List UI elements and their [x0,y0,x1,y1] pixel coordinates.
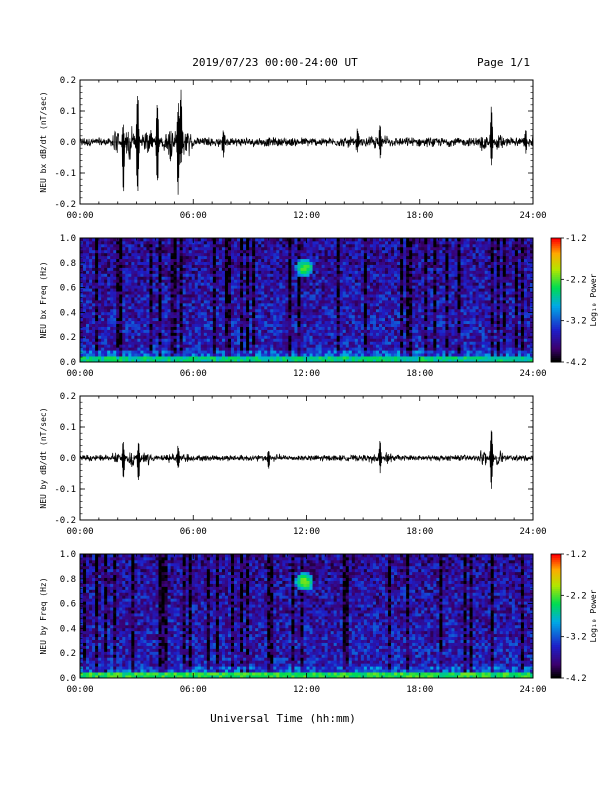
y-tick-label: 0.0 [60,674,76,684]
y-tick-label: 1.0 [60,550,76,560]
x-tick-label: 00:00 [66,211,93,221]
y-tick-label: 0.2 [60,333,76,343]
y-tick-label: 0.0 [60,138,76,148]
colorbar-tick-label: -2.2 [565,275,587,285]
y-tick-label: 0.6 [60,600,76,610]
y-tick-label: 0.4 [60,308,76,318]
y-tick-label: -0.1 [54,485,76,495]
x-tick-label: 06:00 [180,369,207,379]
bx-spectrogram-panel: -1.2 -2.2 -3.2 -4.2 Log₁₀ Power 00:00 06:00 12:… [39,234,598,379]
x-tick-label: 18:00 [406,685,433,695]
x-tick-label: 06:00 [180,211,207,221]
colorbar-tick-label: -3.2 [565,317,587,327]
colorbar-tick-label: -1.2 [565,234,587,244]
x-tick-label: 24:00 [519,527,546,537]
colorbar: -1.2 -2.2 -3.2 -4.2 Log₁₀ Power [550,550,598,684]
colorbar-tick-label: -2.2 [565,591,587,601]
bx-dbdt-panel: 00:00 06:00 12:00 18:00 24:00 -0.2 -0.1 0.0 0.1 0… [39,76,547,221]
y-axis-label: NEU by Freq (Hz) [39,577,48,654]
y-tick-label: 0.1 [60,423,76,433]
y-tick-label: 1.0 [60,234,76,244]
colorbar-label: Log₁₀ Power [589,273,598,326]
colorbar-tick-label: -4.2 [565,674,587,684]
x-tick-label: 00:00 [66,527,93,537]
x-tick-label: 18:00 [406,527,433,537]
x-tick-label: 12:00 [293,211,320,221]
colorbar-tick-label: -3.2 [565,633,587,643]
series-line [79,430,534,489]
series-line [79,89,534,195]
y-tick-label: 0.8 [60,575,76,585]
y-tick-label: 0.4 [60,624,76,634]
y-tick-label: 0.6 [60,284,76,294]
y-tick-label: 0.2 [60,392,76,402]
x-tick-label: 18:00 [406,211,433,221]
y-tick-label: -0.2 [54,516,76,526]
x-tick-label: 12:00 [293,369,320,379]
y-tick-label: 0.1 [60,107,76,117]
x-tick-label: 12:00 [293,527,320,537]
y-tick-label: 0.0 [60,358,76,368]
x-tick-label: 06:00 [180,685,207,695]
y-tick-label: 0.2 [60,649,76,659]
x-tick-label: 24:00 [519,685,546,695]
x-tick-label: 12:00 [293,685,320,695]
y-tick-label: -0.2 [54,200,76,210]
colorbar-label: Log₁₀ Power [589,589,598,642]
x-tick-label: 00:00 [66,369,93,379]
by-spectrogram-panel: -1.2 -2.2 -3.2 -4.2 Log₁₀ Power 00:00 06:00 12:… [39,550,598,695]
figure-title: 2019/07/23 00:00-24:00 UT [192,56,358,69]
x-tick-label: 24:00 [519,369,546,379]
x-tick-label: 18:00 [406,369,433,379]
y-axis-label: NEU by dB/dt (nT/sec) [39,407,48,508]
y-tick-label: 0.0 [60,454,76,464]
y-tick-label: -0.1 [54,169,76,179]
colorbar-tick-label: -4.2 [565,358,587,368]
by-dbdt-panel: 00:00 06:00 12:00 18:00 24:00 -0.2 -0.1 0.0 0.1 0… [39,392,547,537]
x-tick-label: 06:00 [180,527,207,537]
colorbar-tick-label: -1.2 [565,550,587,560]
colorbar: -1.2 -2.2 -3.2 -4.2 Log₁₀ Power [550,234,598,368]
y-axis-label: NEU bx dB/dt (nT/sec) [39,91,48,192]
x-tick-label: 00:00 [66,685,93,695]
y-tick-label: 0.8 [60,259,76,269]
y-tick-label: 0.2 [60,76,76,86]
x-tick-label: 24:00 [519,211,546,221]
spectrogram-cells [80,238,534,363]
x-axis-label: Universal Time (hh:mm) [210,712,356,725]
spectrogram-cells [80,554,534,679]
y-axis-label: NEU bx Freq (Hz) [39,261,48,338]
page-label: Page 1/1 [477,56,530,69]
